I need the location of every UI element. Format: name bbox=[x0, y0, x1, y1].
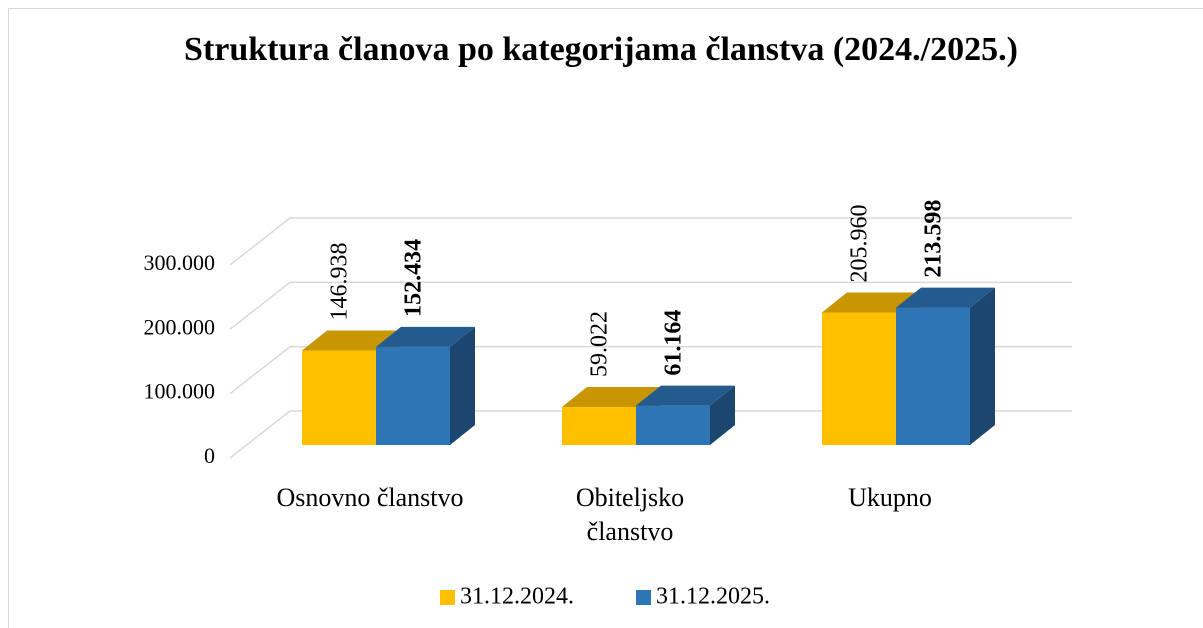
bar bbox=[562, 407, 636, 445]
legend-label: 31.12.2024. bbox=[460, 584, 574, 610]
grid-line-side bbox=[229, 281, 291, 330]
x-tick-label: Obiteljsko članstvo bbox=[575, 483, 685, 546]
bar-top bbox=[636, 385, 735, 406]
bar-top bbox=[376, 326, 475, 347]
value-label: 146.938 bbox=[327, 242, 353, 320]
x-tick-label: Osnovno članstvo bbox=[276, 483, 464, 512]
chart-title: Struktura članova po kategorijama članst… bbox=[184, 31, 1018, 68]
bar-side bbox=[970, 287, 995, 445]
bar-side bbox=[450, 326, 475, 445]
value-label: 213.598 bbox=[921, 200, 947, 278]
bar bbox=[376, 346, 450, 445]
y-tick-label: 300.000 bbox=[144, 250, 216, 275]
bar bbox=[822, 312, 896, 445]
bar bbox=[636, 405, 710, 445]
y-tick-label: 0 bbox=[204, 443, 215, 468]
y-tick-label: 200.000 bbox=[144, 314, 216, 339]
value-label: 205.960 bbox=[847, 204, 873, 282]
bar-side bbox=[710, 385, 735, 445]
legend-swatch bbox=[636, 590, 651, 605]
value-label: 61.164 bbox=[661, 310, 687, 376]
bar bbox=[302, 350, 376, 445]
bar-top bbox=[302, 330, 401, 351]
bar-top bbox=[562, 387, 661, 408]
grid-line-side bbox=[229, 346, 291, 395]
grid-line-side bbox=[229, 410, 291, 459]
chart-border bbox=[8, 8, 1203, 628]
y-tick-label: 100.000 bbox=[144, 379, 216, 404]
value-label: 59.022 bbox=[587, 311, 613, 377]
bar-top bbox=[896, 287, 995, 308]
bar bbox=[896, 307, 970, 445]
x-tick-label: Ukupno bbox=[848, 483, 932, 512]
value-label: 152.434 bbox=[401, 239, 427, 317]
grid-line-side bbox=[229, 217, 291, 266]
legend-label: 31.12.2025. bbox=[656, 584, 770, 610]
legend-swatch bbox=[440, 590, 455, 605]
